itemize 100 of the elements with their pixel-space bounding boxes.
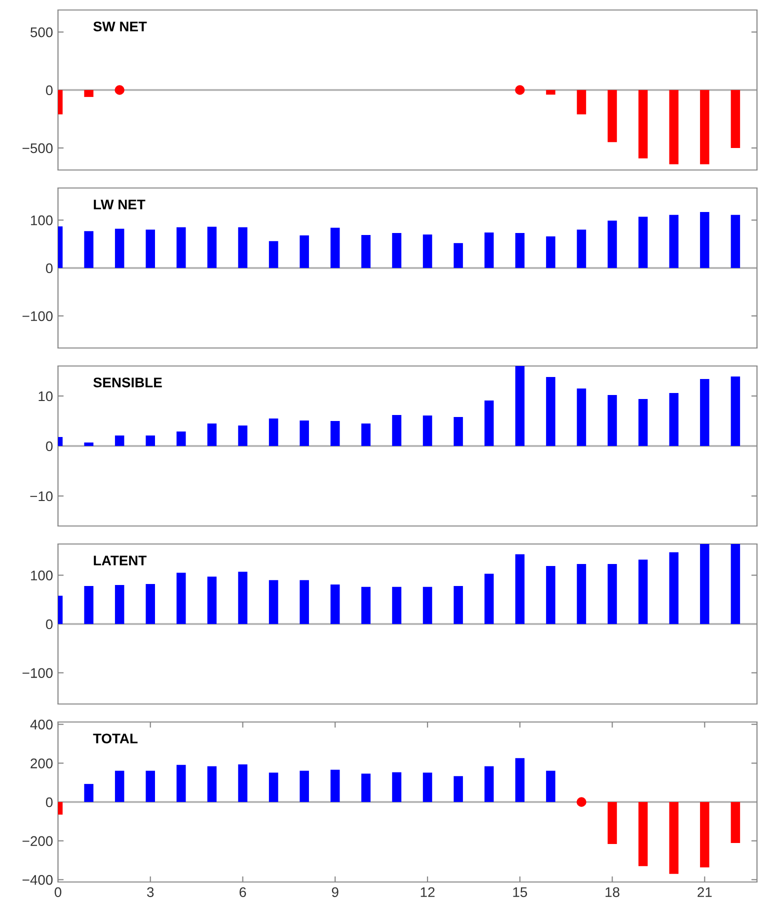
bar xyxy=(515,366,525,446)
bar xyxy=(114,436,124,446)
bar xyxy=(515,758,525,802)
bar xyxy=(361,774,371,802)
x-tick-label: 15 xyxy=(513,887,528,898)
bar xyxy=(422,416,432,446)
bar xyxy=(268,772,278,802)
bar xyxy=(330,584,340,624)
bar xyxy=(146,230,155,268)
bar xyxy=(392,586,402,624)
y-tick-label: −100 xyxy=(22,311,53,322)
text: SENSIBLE xyxy=(93,378,162,388)
bar xyxy=(84,586,94,624)
bar xyxy=(422,234,432,268)
bar xyxy=(454,776,463,802)
bar xyxy=(114,770,124,802)
bar xyxy=(546,377,556,446)
bar xyxy=(484,232,494,268)
y-tick-label: 10 xyxy=(38,391,53,402)
y-tick-label: 500 xyxy=(30,27,53,38)
bar xyxy=(638,802,648,866)
bar xyxy=(422,586,432,624)
bar xyxy=(238,764,248,802)
x-tick-label: 0 xyxy=(54,887,62,898)
bar xyxy=(300,420,309,446)
bar xyxy=(700,212,710,268)
y-tick-label: 0 xyxy=(46,619,53,630)
bar xyxy=(176,432,186,446)
bar xyxy=(576,388,586,446)
y-tick-label: 0 xyxy=(46,263,53,274)
bar xyxy=(361,424,371,446)
bar xyxy=(300,580,309,624)
bar xyxy=(730,544,740,624)
bar xyxy=(515,554,525,624)
bar xyxy=(730,376,740,446)
y-tick-label: −400 xyxy=(22,875,53,885)
y-tick-label: 400 xyxy=(30,720,53,730)
bar xyxy=(638,399,648,446)
bar xyxy=(84,784,94,802)
bar xyxy=(146,436,155,446)
bar xyxy=(515,233,525,268)
bar xyxy=(84,231,94,268)
x-tick-label: 18 xyxy=(606,887,620,898)
bar xyxy=(700,802,710,868)
bar xyxy=(207,226,217,268)
bar xyxy=(608,802,617,844)
bar xyxy=(361,234,371,268)
bar xyxy=(546,566,556,624)
bar xyxy=(608,395,617,446)
bar xyxy=(176,227,186,268)
bar xyxy=(608,220,617,268)
y-tick-label: −500 xyxy=(22,143,53,154)
bar xyxy=(330,421,340,446)
bar xyxy=(638,216,648,268)
bar xyxy=(330,770,340,802)
x-tick-label: 12 xyxy=(420,887,435,897)
y-tick-label: 100 xyxy=(31,570,53,580)
bar xyxy=(669,552,678,624)
bar xyxy=(392,415,402,446)
text: LW NET xyxy=(94,200,146,210)
bar xyxy=(454,243,463,268)
x-tick-label: 21 xyxy=(698,887,712,897)
bar xyxy=(238,426,248,446)
bar xyxy=(546,236,556,268)
bar xyxy=(454,417,463,446)
bar xyxy=(576,564,586,624)
bar xyxy=(392,772,402,802)
bar xyxy=(268,418,278,446)
x-tick-label: 3 xyxy=(147,887,154,898)
bar xyxy=(454,586,463,624)
bar xyxy=(207,424,217,446)
bar xyxy=(422,772,432,802)
x-tick-label: 9 xyxy=(332,887,338,898)
bar xyxy=(207,576,217,624)
bar xyxy=(300,235,309,268)
y-tick-label: 0 xyxy=(46,85,53,96)
bar xyxy=(484,400,494,446)
bar xyxy=(730,214,740,268)
bar xyxy=(669,214,678,268)
bar xyxy=(176,572,186,624)
bar xyxy=(238,572,248,624)
y-tick-label: 100 xyxy=(31,215,53,226)
bar xyxy=(484,574,494,624)
bar xyxy=(268,580,278,624)
y-tick-label: 0 xyxy=(46,797,53,808)
bar xyxy=(146,770,155,802)
bar xyxy=(238,227,248,268)
bar xyxy=(146,584,155,624)
text: SW NET xyxy=(93,22,147,32)
bar xyxy=(700,379,710,446)
bar xyxy=(361,586,371,624)
y-tick-label: −10 xyxy=(30,491,53,502)
y-tick-label: −100 xyxy=(22,668,53,678)
y-tick-label: 200 xyxy=(30,758,53,768)
x-tick-label: 6 xyxy=(240,887,246,898)
y-tick-label: 0 xyxy=(46,441,53,452)
y-tick-label: −200 xyxy=(22,836,53,846)
bar xyxy=(576,230,586,268)
bar xyxy=(669,393,678,446)
bar xyxy=(700,544,710,624)
